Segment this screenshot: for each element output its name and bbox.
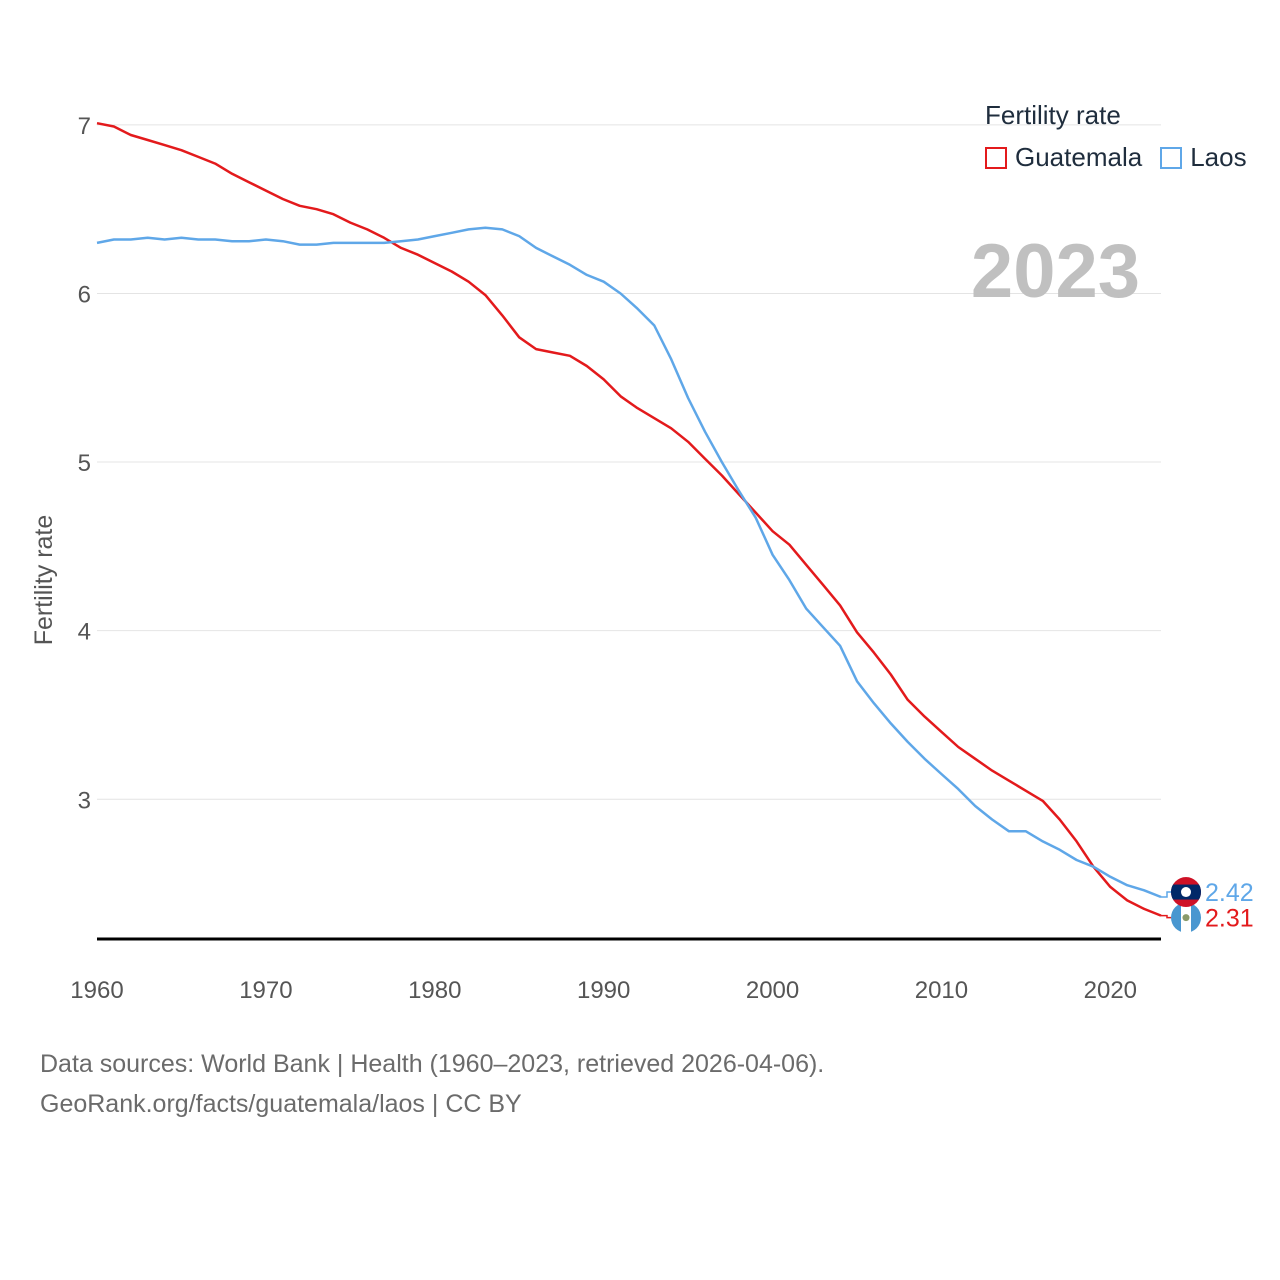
x-tick-label-2010: 2010	[915, 977, 968, 1004]
series-lines	[96, 121, 1162, 917]
y-tick-label-4: 4	[78, 619, 91, 646]
year-stamp: 2023	[970, 229, 1140, 314]
series-line-laos	[96, 226, 1162, 899]
legend-item-guatemala[interactable]: Guatemala	[985, 142, 1142, 173]
end-value-label-laos: 2.42	[1205, 879, 1254, 907]
x-axis-ticks: 1960 1970 1980 1990 2000 2010 2020	[70, 977, 1137, 1004]
source-line-data: Data sources: World Bank | Health (1960–…	[40, 1050, 825, 1078]
y-tick-label-3: 3	[78, 787, 91, 814]
flag-body-guatemala	[1171, 902, 1201, 933]
connector-guatemala	[1161, 914, 1173, 919]
flag-blue-right-guatemala	[1191, 902, 1201, 933]
x-tick-label-2020: 2020	[1084, 977, 1137, 1004]
legend-title: Fertility rate	[985, 100, 1121, 130]
y-axis-ticks: 3 4 5 6 7	[78, 113, 91, 814]
legend-label-guatemala: Guatemala	[1015, 142, 1143, 172]
flag-icon-guatemala	[1171, 902, 1201, 933]
flag-disc-laos	[1181, 887, 1191, 898]
end-value-label-guatemala: 2.31	[1205, 905, 1254, 933]
legend-item-laos[interactable]: Laos	[1160, 142, 1247, 173]
flag-emblem-guatemala	[1182, 914, 1190, 922]
y-tick-label-5: 5	[78, 450, 91, 477]
y-tick-label-7: 7	[78, 113, 91, 140]
x-tick-label-2000: 2000	[746, 977, 799, 1004]
y-tick-label-6: 6	[78, 281, 91, 308]
legend: Guatemala Laos	[985, 142, 1265, 173]
flag-icon-laos	[1171, 877, 1201, 908]
legend-label-laos: Laos	[1190, 142, 1247, 172]
flag-blue-left-guatemala	[1171, 902, 1181, 933]
grid-lines	[97, 124, 1161, 800]
x-tick-label-1960: 1960	[70, 977, 123, 1004]
x-tick-label-1970: 1970	[239, 977, 292, 1004]
legend-swatch-laos	[1160, 146, 1183, 169]
y-axis-label: Fertility rate	[30, 515, 58, 646]
x-tick-label-1990: 1990	[577, 977, 630, 1004]
source-line-link[interactable]: GeoRank.org/facts/guatemala/laos | CC BY	[40, 1090, 522, 1118]
connector-laos	[1161, 891, 1173, 898]
x-tick-label-1980: 1980	[408, 977, 461, 1004]
series-line-guatemala	[96, 121, 1162, 917]
legend-swatch-guatemala	[985, 146, 1007, 169]
end-markers: 2.312.42	[1161, 877, 1254, 933]
flag-body-laos	[1171, 877, 1201, 908]
source-note: Data sources: World Bank | Health (1960–…	[40, 1044, 824, 1124]
